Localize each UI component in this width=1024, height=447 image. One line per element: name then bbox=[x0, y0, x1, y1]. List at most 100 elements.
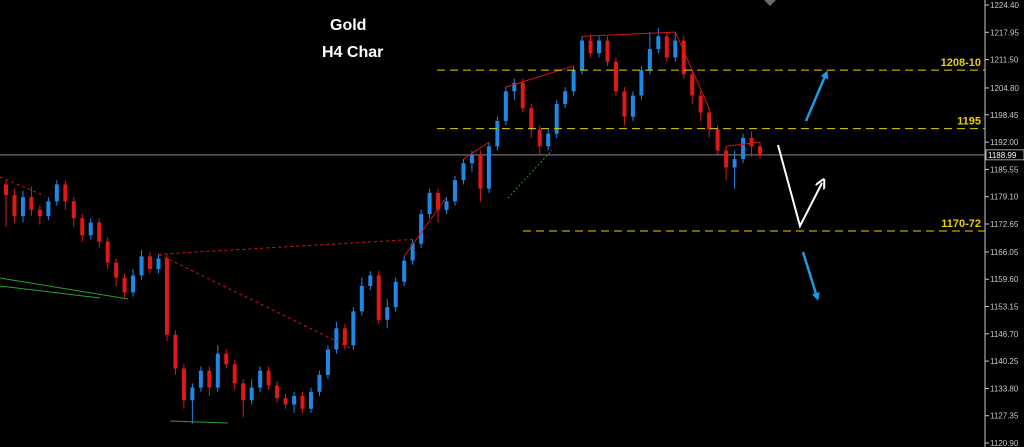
candle-body bbox=[410, 243, 415, 261]
candle-body bbox=[393, 281, 398, 308]
current-price-label: 1188.99 bbox=[988, 151, 1017, 160]
candle bbox=[656, 27, 661, 54]
candle bbox=[622, 87, 627, 126]
candle-body bbox=[190, 387, 195, 401]
candle-body bbox=[402, 260, 407, 282]
candle bbox=[486, 142, 491, 193]
candle-body bbox=[325, 349, 330, 375]
candle bbox=[419, 209, 424, 248]
candle-body bbox=[419, 214, 424, 244]
candle-body bbox=[317, 374, 322, 392]
candle-body bbox=[529, 108, 534, 130]
candles bbox=[4, 27, 762, 424]
candle bbox=[80, 214, 85, 242]
candle-body bbox=[741, 137, 746, 160]
candle-body bbox=[732, 159, 737, 168]
candle-body bbox=[664, 36, 669, 58]
candle bbox=[156, 254, 161, 274]
candle-body bbox=[546, 133, 551, 147]
candle-body bbox=[486, 146, 491, 189]
tick-label: 1192.00 bbox=[990, 138, 1019, 147]
chart-title: Gold bbox=[330, 17, 367, 34]
candle-body bbox=[4, 184, 8, 196]
candle bbox=[334, 321, 339, 354]
tick-label: 1120.90 bbox=[990, 439, 1019, 447]
candle bbox=[478, 150, 483, 202]
candle-body bbox=[97, 222, 102, 242]
candle bbox=[741, 133, 746, 164]
tick-label: 1217.95 bbox=[990, 28, 1019, 37]
candle bbox=[4, 180, 8, 227]
candle-body bbox=[37, 209, 42, 217]
candle bbox=[580, 36, 585, 75]
candle-body bbox=[613, 61, 618, 92]
candle bbox=[359, 277, 364, 316]
candle-body bbox=[12, 195, 17, 217]
tick-label: 1198.45 bbox=[990, 111, 1019, 120]
candle-body bbox=[148, 256, 153, 270]
candle-body bbox=[334, 328, 339, 350]
candle-body bbox=[156, 258, 161, 270]
candle bbox=[571, 65, 576, 96]
candle bbox=[529, 104, 534, 138]
candle bbox=[12, 188, 17, 223]
candle bbox=[546, 129, 551, 151]
candle-body bbox=[478, 154, 483, 189]
candle-body bbox=[444, 201, 449, 210]
candle bbox=[436, 188, 441, 223]
candle bbox=[469, 150, 474, 172]
bearish-target-arrow bbox=[801, 251, 820, 301]
candle-body bbox=[71, 201, 76, 219]
candle-body bbox=[461, 163, 466, 181]
candle-body bbox=[300, 396, 305, 409]
candle-body bbox=[215, 353, 220, 388]
candle-body bbox=[198, 370, 203, 388]
candle-body bbox=[283, 398, 288, 405]
candle-body bbox=[29, 197, 34, 210]
candle bbox=[563, 87, 568, 109]
candle bbox=[613, 57, 618, 96]
candle-body bbox=[232, 364, 237, 384]
candle-body bbox=[630, 95, 635, 117]
candle bbox=[88, 218, 93, 240]
candle bbox=[690, 70, 695, 105]
candle-body bbox=[656, 36, 661, 50]
level-label: 1170-72 bbox=[941, 218, 981, 230]
trend-line-dotted bbox=[0, 176, 46, 197]
candle bbox=[54, 180, 59, 206]
chart-shift-marker bbox=[764, 0, 776, 6]
candle bbox=[537, 125, 542, 155]
candle bbox=[707, 108, 712, 138]
tick-label: 1146.70 bbox=[990, 330, 1019, 339]
candle bbox=[266, 366, 271, 390]
candle bbox=[495, 116, 500, 151]
candle bbox=[63, 180, 68, 210]
candle-body bbox=[63, 184, 68, 202]
candle bbox=[588, 34, 593, 58]
candle-body bbox=[707, 112, 712, 130]
chart-subtitle: H4 Char bbox=[322, 44, 384, 61]
candle-body bbox=[681, 40, 686, 75]
candle-body bbox=[376, 275, 381, 320]
candle bbox=[698, 91, 703, 121]
candle bbox=[673, 32, 678, 62]
candle-body bbox=[427, 192, 432, 215]
candle-body bbox=[368, 275, 373, 286]
candle bbox=[376, 271, 381, 325]
wave-line bbox=[463, 141, 490, 160]
tick-label: 1159.60 bbox=[990, 275, 1019, 284]
candle bbox=[715, 125, 720, 155]
candle bbox=[148, 252, 153, 274]
candle-body bbox=[359, 285, 364, 312]
candle-body bbox=[512, 82, 517, 92]
candle-body bbox=[20, 197, 25, 217]
support-line bbox=[507, 149, 553, 199]
candle bbox=[427, 188, 432, 219]
tick-label: 1133.80 bbox=[990, 384, 1019, 393]
candle bbox=[664, 32, 669, 62]
candle-body bbox=[88, 222, 93, 236]
candle-body bbox=[698, 95, 703, 113]
level-label: 1208-10 bbox=[941, 57, 981, 69]
